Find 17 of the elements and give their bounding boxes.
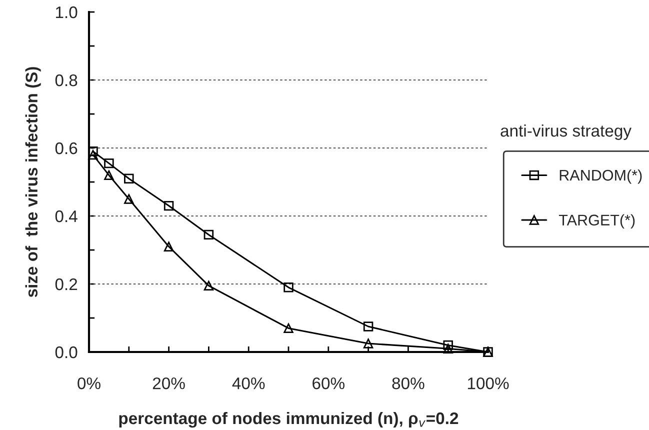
y-tick-label: 1.0 bbox=[56, 6, 78, 18]
x-tick-label: 100% bbox=[468, 377, 509, 390]
x-tick-label: 80% bbox=[392, 377, 424, 390]
x-axis-title: percentage of nodes immunized (n), ρ$_{v}$=0.2 bbox=[119, 412, 458, 428]
y-tick-label: 0.2 bbox=[55, 278, 78, 290]
legend-label: RANDOM(*) bbox=[560, 169, 642, 184]
y-tick-label: 0.4 bbox=[55, 210, 78, 222]
x-tick-label: 0% bbox=[78, 377, 100, 390]
y-tick-label: 0.0 bbox=[55, 346, 78, 358]
x-tick-label: 20% bbox=[152, 377, 185, 390]
x-tick-label: 40% bbox=[232, 377, 265, 390]
x-tick-label: 60% bbox=[312, 377, 344, 390]
legend-title: anti-virus strategy bbox=[500, 124, 632, 140]
legend-label: TARGET(*) bbox=[558, 214, 635, 229]
y-tick-label: 0.6 bbox=[55, 142, 78, 154]
y-axis-title: size of the virus infection (S) bbox=[25, 67, 41, 298]
y-tick-label: 0.8 bbox=[55, 74, 78, 86]
